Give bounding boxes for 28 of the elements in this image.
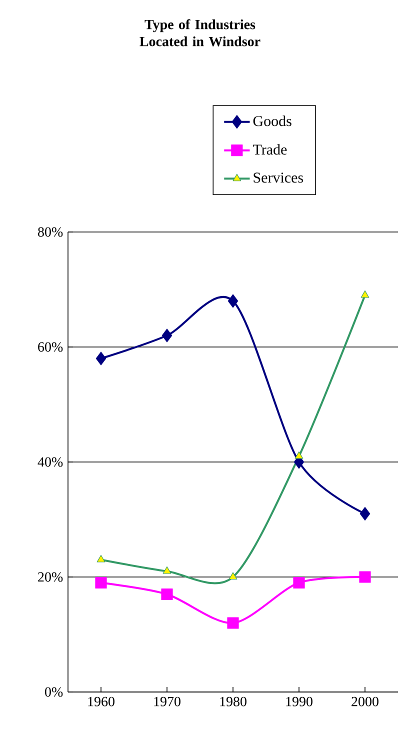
point (228, 294, 238, 308)
y-tick-label: 20% (38, 572, 63, 582)
x-tick-label: 1970 (154, 696, 180, 706)
point (96, 352, 106, 366)
point (95, 576, 107, 589)
point (96, 554, 106, 562)
x-tick-label: 1990 (286, 696, 312, 706)
point (294, 451, 304, 459)
point (359, 571, 371, 583)
x-tick-label: 1960 (88, 696, 114, 706)
legend-label: Trade (253, 144, 287, 155)
point (227, 617, 239, 629)
point (293, 576, 305, 589)
point (161, 588, 173, 600)
point (162, 328, 172, 342)
x-tick-label: 2000 (352, 696, 378, 706)
y-tick-label: 60% (38, 342, 63, 352)
point (162, 566, 172, 574)
point (360, 506, 370, 521)
legend-label: Services (254, 172, 304, 183)
chart-title: Type of Industries Located in Windsor (140, 19, 260, 46)
legend-label: Goods (253, 116, 292, 126)
y-tick-label: 40% (38, 457, 63, 467)
x-tick-label: 1980 (220, 696, 246, 706)
point (360, 290, 370, 298)
y-tick-label: 0% (45, 687, 63, 697)
y-tick-label: 80% (38, 227, 63, 237)
point (228, 572, 238, 580)
